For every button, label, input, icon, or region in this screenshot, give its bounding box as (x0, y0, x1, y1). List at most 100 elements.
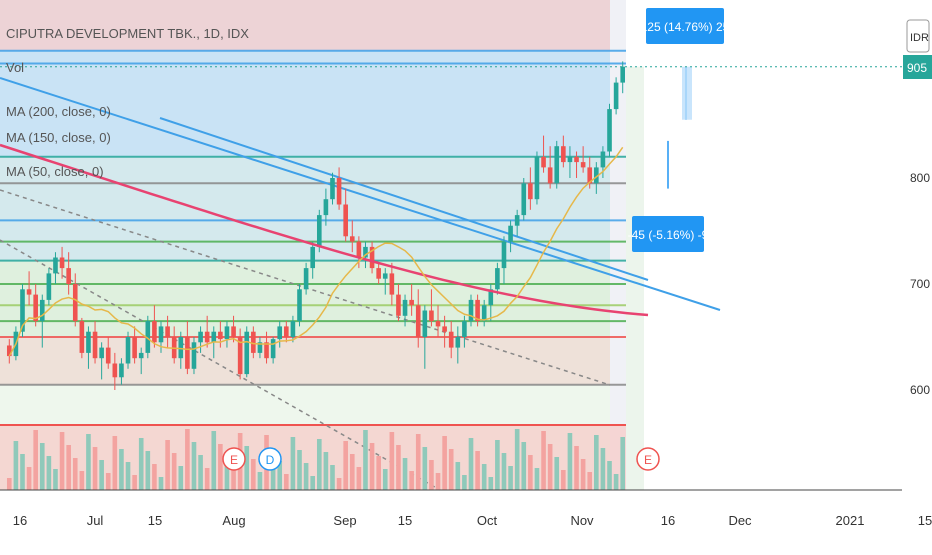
volume-bar (422, 447, 428, 490)
earnings-badge-label: D (266, 453, 275, 467)
volume-bar (224, 457, 230, 490)
volume-bar (435, 473, 441, 490)
earnings-badge[interactable] (258, 447, 282, 471)
candle-body (587, 167, 593, 184)
x-tick-label: Dec (728, 513, 752, 528)
earnings-badge[interactable] (636, 447, 660, 471)
candle-body (330, 178, 335, 200)
candle-body (422, 310, 428, 337)
x-tick-label: Oct (477, 513, 498, 528)
candle-body (435, 321, 441, 327)
candle-body (125, 337, 131, 364)
volume-bar (105, 473, 111, 490)
volume-bar (218, 444, 223, 490)
volume-bar (257, 472, 263, 490)
volume-bar (561, 470, 566, 490)
candle-body (363, 246, 368, 258)
volume-bar (349, 454, 355, 490)
candle-body (429, 310, 434, 322)
candle-body (396, 294, 401, 316)
candle-body (448, 331, 454, 348)
volume-bar (488, 477, 494, 490)
candle-body (66, 268, 71, 284)
volume-bar (59, 432, 65, 490)
candle-body (132, 337, 137, 359)
price-zone (0, 337, 610, 385)
candle-body (580, 162, 586, 168)
volume-bar (409, 471, 414, 490)
candle-body (389, 273, 395, 295)
volume-bar (244, 446, 250, 490)
volume-bar (600, 448, 606, 490)
candle-body (495, 268, 500, 290)
candle-body (198, 331, 203, 343)
volume-bar (514, 429, 520, 490)
volume-bar (112, 436, 118, 490)
candle-body (415, 305, 421, 337)
volume-bar (468, 438, 474, 490)
candle-body (554, 146, 560, 184)
candle-body (99, 347, 104, 359)
candle-body (369, 246, 375, 269)
measure-up-box[interactable] (646, 8, 724, 44)
trendline (159, 117, 649, 281)
volume-bar (594, 435, 599, 490)
candle-body (59, 257, 65, 269)
candle-body (488, 289, 494, 306)
candle-body (257, 342, 263, 353)
x-tick-label: 15 (918, 513, 932, 528)
candle-body (514, 215, 520, 226)
volume-bar (46, 456, 52, 490)
volume-bar (574, 446, 579, 490)
candle-body (211, 331, 217, 343)
candle-body (297, 289, 302, 322)
volume-bar (475, 451, 480, 490)
volume-bar (336, 478, 342, 490)
volume-bar (145, 451, 151, 490)
candle-body (528, 183, 533, 200)
measure-up-range (682, 66, 692, 120)
candle-body (442, 326, 447, 332)
volume-bar (79, 471, 85, 490)
volume-bar (185, 429, 190, 490)
candle-body (521, 183, 527, 216)
candle-body (284, 326, 289, 337)
volume-bar (33, 430, 38, 490)
volume-bar (534, 468, 540, 490)
volume-bar (277, 461, 283, 490)
projection-band (610, 0, 626, 490)
candle-body (244, 331, 250, 375)
x-tick-label: Jul (87, 513, 104, 528)
candle-body (316, 215, 322, 247)
volume-bar (508, 466, 513, 490)
volume-bar (290, 437, 296, 490)
candle-body (567, 156, 573, 163)
candle-body (290, 321, 296, 337)
measure-down-box[interactable] (632, 216, 704, 252)
volume-bar (580, 459, 586, 490)
candle-body (119, 363, 124, 378)
volume-bar (165, 440, 170, 490)
earnings-badge[interactable] (222, 447, 246, 471)
volume-bar (191, 442, 197, 490)
last-price-label: 905 (907, 61, 927, 75)
volume-bar (53, 469, 58, 490)
currency-button-label: IDR (910, 32, 929, 44)
volume-bar (303, 463, 309, 490)
candle-body (349, 236, 355, 242)
earnings-badge-label: E (230, 453, 238, 467)
candle-body (138, 352, 144, 359)
candle-body (376, 268, 381, 279)
candle-body (158, 326, 164, 343)
candle-body (600, 151, 606, 168)
volume-bar (316, 439, 322, 490)
candle-body (356, 241, 362, 258)
candle-body (46, 273, 52, 300)
volume-bar (251, 459, 256, 490)
volume-bar (415, 434, 421, 490)
volume-bar (448, 449, 454, 490)
legend-volume: Vol (6, 60, 25, 75)
y-tick-label: 800 (910, 171, 930, 185)
